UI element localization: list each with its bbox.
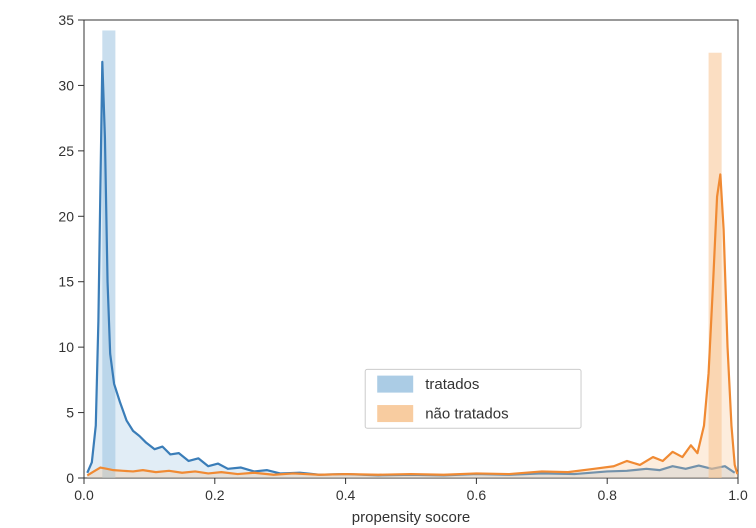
y-tick-label: 5 — [66, 405, 74, 421]
propensity-chart: 0.0 0.2 0.4 0.6 0.8 1.0 0 5 10 15 20 25 30 35 propensi… — [0, 0, 756, 528]
x-tick-label: 1.0 — [728, 487, 748, 503]
x-tick-label: 0.2 — [205, 487, 225, 503]
x-tick-label: 0.0 — [74, 487, 94, 503]
y-tick-label: 10 — [58, 339, 74, 355]
x-tick-label: 0.8 — [597, 487, 617, 503]
y-tick-label: 35 — [58, 12, 74, 28]
x-tick-label: 0.6 — [467, 487, 487, 503]
legend-label: não tratados — [425, 406, 508, 423]
x-axis-label: propensity socore — [352, 509, 470, 526]
y-tick-label: 15 — [58, 274, 74, 290]
legend-swatch — [377, 405, 413, 422]
legend-swatch — [377, 376, 413, 393]
y-tick-label: 0 — [66, 470, 74, 486]
legend-label: tratados — [425, 376, 479, 393]
x-tick-label: 0.4 — [336, 487, 356, 503]
y-tick-label: 25 — [58, 143, 74, 159]
y-tick-label: 20 — [58, 208, 74, 224]
chart-svg: 0.0 0.2 0.4 0.6 0.8 1.0 0 5 10 15 20 25 30 35 propensi… — [0, 0, 756, 528]
y-tick-label: 30 — [58, 77, 74, 93]
